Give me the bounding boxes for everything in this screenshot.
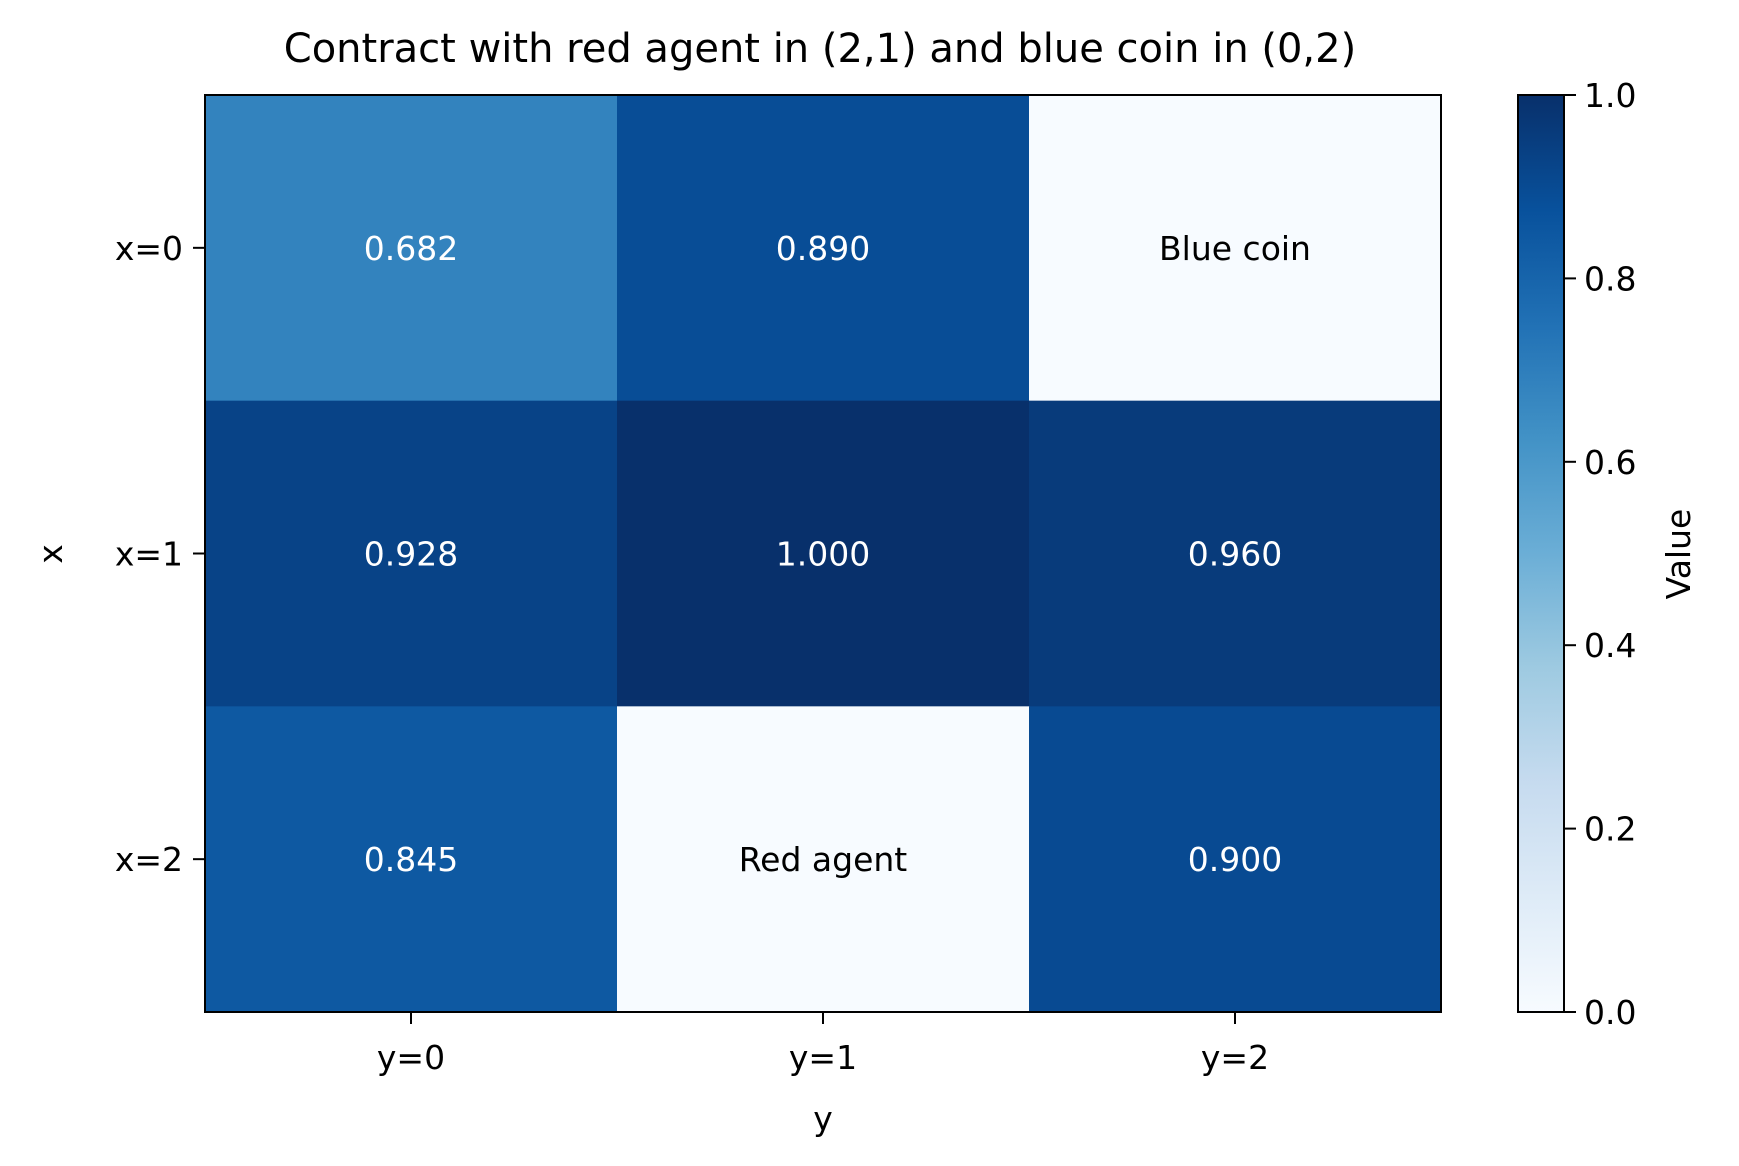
- x-tick-label: y=2: [1201, 1038, 1269, 1077]
- cell-value-label: 1.000: [776, 535, 870, 574]
- colorbar-tick-label: 1.0: [1584, 76, 1636, 115]
- colorbar-tick-label: 0.0: [1584, 993, 1636, 1032]
- cell-value-label: 0.900: [1188, 840, 1282, 879]
- cell-value-label: 0.682: [364, 229, 458, 268]
- heatmap-cell: [617, 95, 1030, 402]
- colorbar-tick-label: 0.6: [1584, 443, 1636, 482]
- heatmap-cell-labels: 0.682 0.890 Blue coin 0.928 1.000 0.960 0.845 R…: [364, 229, 1311, 879]
- heatmap-cell: [617, 400, 1030, 707]
- y-tick-label: x=0: [115, 229, 183, 268]
- x-axis-label: y: [813, 1099, 833, 1138]
- heatmap-cell: [1029, 706, 1442, 1013]
- colorbar-ticks: 0.0 0.2 0.4 0.6 0.8 1.0: [1564, 76, 1636, 1032]
- heatmap-cell: [1029, 400, 1442, 707]
- cell-value-label: 0.845: [364, 840, 458, 879]
- colorbar-label: Value: [1659, 509, 1698, 600]
- colorbar-tick-label: 0.4: [1584, 626, 1636, 665]
- cell-value-label: 0.960: [1188, 535, 1282, 574]
- x-tick-label: y=0: [377, 1038, 445, 1077]
- colorbar-tick-label: 0.8: [1584, 259, 1636, 298]
- chart-title: Contract with red agent in (2,1) and blu…: [284, 26, 1356, 72]
- x-axis-ticks: y=0 y=1 y=2: [377, 1012, 1269, 1077]
- heatmap-cell: [617, 706, 1030, 1013]
- heatmap-cell: [205, 95, 618, 402]
- cell-value-label: Red agent: [739, 840, 908, 879]
- cell-value-label: 0.928: [364, 535, 458, 574]
- heatmap-cell: [1029, 95, 1442, 402]
- y-tick-label: x=1: [115, 535, 183, 574]
- colorbar-tick-label: 0.2: [1584, 810, 1636, 849]
- cell-value-label: Blue coin: [1159, 229, 1311, 268]
- y-axis-ticks: x=0 x=1 x=2: [115, 229, 205, 879]
- y-tick-label: x=2: [115, 840, 183, 879]
- heatmap-cells: [205, 95, 1442, 1013]
- colorbar: [1517, 94, 1565, 1013]
- cell-value-label: 0.890: [776, 229, 870, 268]
- x-tick-label: y=1: [789, 1038, 857, 1077]
- heatmap-cell: [205, 400, 618, 707]
- heatmap-cell: [205, 706, 618, 1013]
- y-axis-label: x: [31, 544, 70, 564]
